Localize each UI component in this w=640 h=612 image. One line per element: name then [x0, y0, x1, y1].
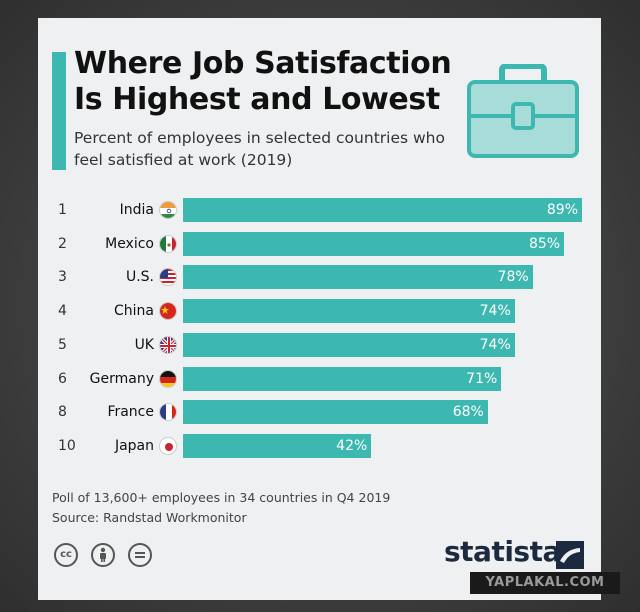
country-label: U.S.	[125, 269, 154, 286]
data-label: 85%	[528, 235, 561, 252]
brand-name: statista	[444, 535, 561, 568]
license-icons: cc	[54, 543, 160, 569]
by-icon[interactable]	[91, 543, 116, 567]
france-flag-icon	[159, 403, 177, 422]
bar	[183, 299, 515, 324]
rank-label: 1	[58, 202, 67, 218]
bar	[183, 400, 488, 425]
bar	[183, 198, 582, 222]
country-label: UK	[134, 336, 154, 353]
chart-title: Where Job Satisfaction Is Highest and Lo…	[74, 46, 452, 117]
chart-footnote: Poll of 13,600+ employees in 34 countrie…	[52, 488, 452, 528]
briefcase-icon	[467, 64, 579, 158]
data-label: 68%	[452, 404, 484, 421]
title-accent-bar	[52, 52, 66, 170]
rank-label: 2	[58, 235, 67, 252]
data-label: 74%	[479, 336, 511, 353]
bar	[183, 332, 515, 357]
data-label: 74%	[479, 303, 511, 320]
data-label: 89%	[546, 202, 578, 218]
country-label: Germany	[89, 370, 154, 387]
country-label: Mexico	[105, 235, 154, 252]
footnote-poll: Poll of 13,600+ employees in 34 countrie…	[52, 490, 391, 505]
data-label: 78%	[497, 269, 529, 286]
uk-flag-icon	[159, 335, 177, 354]
germany-flag-icon	[159, 369, 177, 388]
country-label: France	[107, 404, 154, 421]
country-label: India	[119, 202, 154, 218]
rank-label: 3	[58, 269, 67, 286]
rank-label: 4	[58, 303, 67, 320]
bar	[183, 231, 565, 256]
data-label: 71%	[466, 370, 498, 387]
india-flag-icon	[159, 201, 177, 219]
bar	[183, 366, 502, 391]
bar	[183, 433, 372, 458]
data-label: 42%	[336, 437, 368, 454]
rank-label: 6	[58, 370, 67, 387]
chart-subtitle: Percent of employees in selected countri…	[74, 129, 445, 169]
country-label: Japan	[114, 437, 154, 454]
china-flag-icon	[159, 302, 177, 321]
mexico-flag-icon	[159, 234, 177, 253]
bar	[183, 265, 533, 290]
country-label: China	[114, 303, 154, 320]
us-flag-icon	[159, 268, 177, 287]
rank-label: 8	[58, 404, 67, 421]
statista-logo-icon	[556, 541, 584, 569]
cc-icon[interactable]: cc	[54, 543, 78, 567]
footnote-source: Source: Randstad Workmonitor	[52, 510, 247, 525]
japan-flag-icon	[159, 436, 177, 455]
site-watermark: YAPLAKAL.COM	[470, 572, 620, 594]
nd-icon[interactable]	[128, 543, 153, 567]
rank-label: 10	[58, 437, 76, 454]
rank-label: 5	[58, 336, 67, 353]
